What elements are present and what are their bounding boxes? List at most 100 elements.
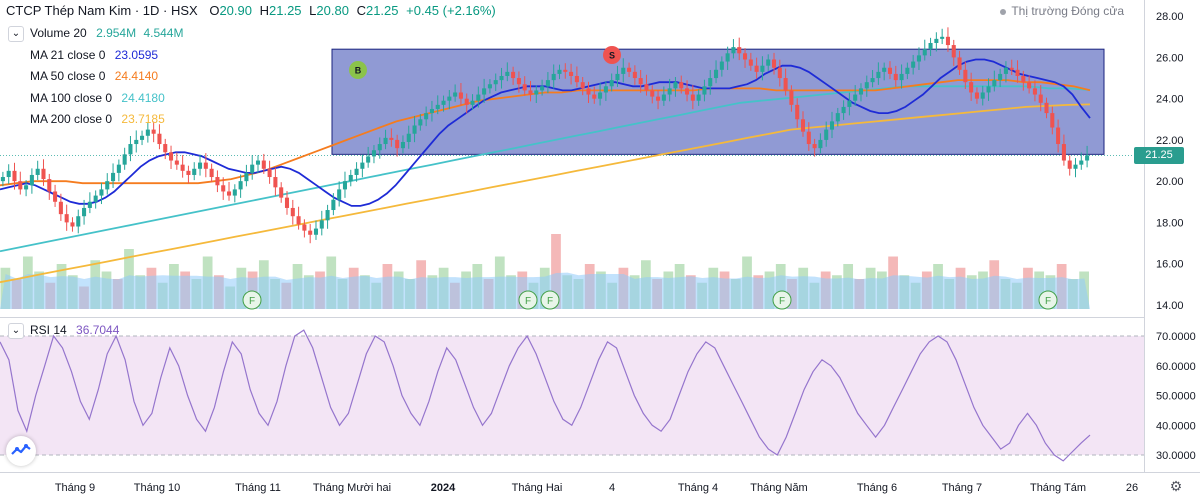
candle-body: [429, 108, 434, 114]
candle-body: [406, 133, 411, 142]
candle-body: [1021, 75, 1026, 83]
time-axis-tick: 2024: [431, 482, 456, 494]
time-axis-tick: Tháng Hai: [512, 482, 563, 494]
candle-body: [656, 96, 661, 101]
ohlc-high: 21.25: [269, 3, 302, 18]
candle-body: [186, 170, 191, 175]
candle-body: [482, 88, 487, 95]
candle-body: [957, 57, 962, 70]
candle-body: [58, 201, 63, 215]
ohlc-open-label: O: [209, 3, 220, 18]
ma50-value: 24.4140: [114, 69, 159, 83]
candle-body: [812, 144, 817, 149]
candle-body: [824, 129, 829, 140]
candle-body: [331, 199, 336, 211]
candle-body: [934, 38, 939, 43]
candle-body: [534, 90, 539, 95]
flag-marker-2-label: F: [525, 296, 531, 307]
candle-body: [64, 214, 69, 223]
candle-body: [963, 69, 968, 83]
price-axis-tick: 26.00: [1156, 52, 1184, 64]
candle-body: [725, 53, 730, 62]
candle-body: [864, 82, 869, 89]
candle-body: [70, 222, 75, 227]
candle-body: [835, 113, 840, 122]
candle-body: [899, 73, 904, 81]
candle-body: [574, 75, 579, 83]
collapse-legend-button[interactable]: ⌄: [8, 26, 24, 42]
candle-body: [679, 82, 684, 89]
flag-marker-2-circle: [518, 290, 538, 310]
candle-body: [1061, 144, 1066, 161]
price-axis-tick: 16.00: [1156, 259, 1184, 271]
candle-body: [1044, 102, 1049, 114]
candle-body: [325, 210, 330, 221]
price-axis-tick: 20.00: [1156, 176, 1184, 188]
candle-body: [487, 84, 492, 89]
candle-body: [226, 191, 232, 196]
rsi-axis-tick: 50.0000: [1156, 391, 1196, 403]
tradingview-logo-icon: [11, 444, 31, 455]
candle-body: [122, 154, 127, 165]
candle-body: [586, 88, 591, 95]
tradingview-logo-button[interactable]: [6, 436, 36, 466]
flag-marker-2: F: [518, 290, 538, 310]
flag-marker-3: F: [540, 290, 560, 310]
candle-body: [632, 71, 637, 79]
candle-body: [296, 216, 301, 225]
candle-body: [563, 69, 568, 72]
time-axis-tick: Tháng 9: [55, 482, 95, 494]
candle-body: [760, 65, 765, 72]
candle-body: [0, 177, 5, 182]
candle-body: [858, 88, 864, 95]
candle-body: [6, 170, 11, 178]
candle-body: [197, 162, 203, 169]
rsi-axis-tick: 60.0000: [1156, 361, 1196, 373]
candle-body: [870, 78, 875, 83]
candle-body: [945, 36, 950, 46]
candle-body: [603, 86, 608, 93]
candle-body: [308, 230, 313, 235]
candle-body: [412, 125, 417, 134]
candle-body: [284, 197, 290, 208]
candle-body: [400, 141, 405, 149]
candle-body: [516, 78, 521, 85]
settings-gear-button[interactable]: ⚙: [1168, 478, 1184, 494]
candle-body: [882, 67, 887, 72]
sell-marker: S: [603, 46, 621, 64]
candle-body: [690, 94, 695, 101]
time-axis-tick: Tháng 4: [678, 482, 718, 494]
candle-body: [1032, 88, 1037, 95]
candle-body: [441, 100, 446, 105]
sell-marker-label: S: [609, 51, 615, 61]
candle-body: [192, 168, 197, 175]
candle-body: [238, 181, 243, 190]
candle-body: [111, 172, 116, 182]
candle-body: [261, 160, 266, 169]
candle-body: [1050, 113, 1055, 128]
candle-body: [279, 187, 284, 198]
candle-body: [354, 168, 359, 175]
ohlc-close-label: C: [356, 3, 366, 18]
candle-body: [151, 129, 156, 134]
collapse-rsi-button[interactable]: ⌄: [8, 323, 24, 339]
candle-body: [470, 100, 475, 105]
candle-body: [847, 100, 852, 107]
buy-marker-circle: [349, 61, 367, 79]
flag-marker-5: F: [1038, 290, 1058, 310]
ma100-label: MA 100 close 0: [30, 91, 113, 105]
candle-body: [145, 129, 150, 136]
time-axis-tick: Tháng Mười hai: [313, 482, 391, 494]
candle-body: [783, 78, 788, 91]
candle-body: [661, 94, 666, 101]
candle-body: [702, 86, 707, 95]
candle-body: [24, 185, 29, 190]
candle-body: [1003, 67, 1008, 74]
candle-body: [377, 144, 382, 151]
candle-body: [505, 71, 510, 76]
candle-body: [592, 94, 597, 99]
last-price-tag: 21.25: [1134, 147, 1184, 164]
candle-body: [806, 131, 811, 145]
flag-marker-4-circle: [772, 290, 792, 310]
